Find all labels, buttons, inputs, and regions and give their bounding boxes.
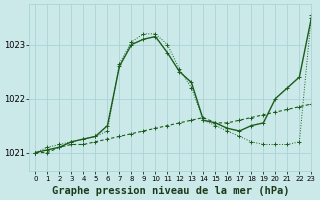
X-axis label: Graphe pression niveau de la mer (hPa): Graphe pression niveau de la mer (hPa) [52,186,289,196]
